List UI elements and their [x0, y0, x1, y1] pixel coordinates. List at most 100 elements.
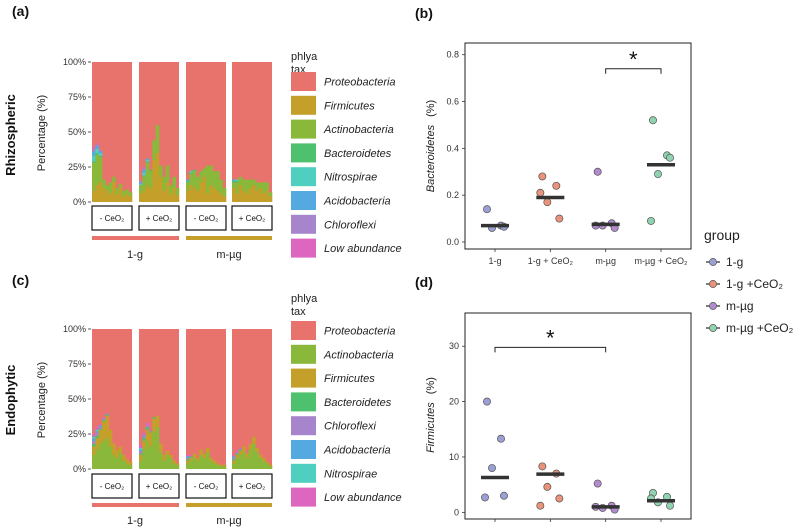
legend-swatch — [291, 214, 316, 234]
stack-segment-actinobacteria — [128, 192, 133, 197]
panel-label-a: (a) — [12, 3, 29, 19]
data-point — [538, 462, 547, 471]
stack-segment-actinobacteria — [112, 455, 116, 469]
stack-segment-firmicutes — [212, 188, 217, 202]
stack-segment-actinobacteria — [252, 443, 256, 469]
stack-segment-actinobacteria — [265, 182, 269, 191]
group-legend-dot — [709, 302, 717, 310]
stack-segment-actinobacteria — [159, 452, 163, 469]
stack-segment-firmicutes — [196, 457, 200, 461]
stack-segment-firmicutes — [172, 460, 176, 464]
stack-segment-low-abundance — [186, 455, 190, 457]
treatment-box — [91, 473, 133, 499]
stack-segment-actinobacteria — [128, 464, 133, 469]
stack-segment-firmicutes — [139, 193, 143, 202]
stack-segment-nitrospirae — [95, 429, 99, 432]
stack-segment-actinobacteria — [235, 182, 239, 194]
treatment-box — [185, 205, 227, 231]
stack-segment-firmicutes — [199, 182, 203, 202]
legend-title: phlya — [291, 293, 318, 305]
stack-segment-acidobacteria — [98, 151, 103, 153]
stack-segment-firmicutes — [115, 449, 119, 458]
stack-segment-firmicutes — [175, 463, 180, 465]
stack-segment-firmicutes — [152, 418, 156, 433]
stack-segment-actinobacteria — [92, 162, 96, 191]
stack-segment-actinobacteria — [98, 443, 103, 469]
stack-segment-actinobacteria — [145, 162, 150, 186]
stack-segment-bacteroidetes — [149, 169, 153, 172]
stack-segment-firmicutes — [128, 196, 133, 202]
stack-segment-actinobacteria — [102, 441, 106, 469]
stack-segment-actinobacteria — [245, 179, 249, 194]
stacked-chart-endophytic: Percentage (%) 0% 25% 50% 75% 100% - CeO₂ + … — [36, 324, 273, 527]
stack-segment-firmicutes — [189, 457, 193, 461]
treatment-label: + CeO₂ — [146, 214, 172, 223]
stack-segment-low-abundance — [139, 445, 143, 448]
y-tick-label: 75% — [68, 359, 86, 369]
stack-segment-actinobacteria — [95, 154, 99, 186]
group-bar-mug — [186, 503, 272, 507]
y-tick-label: 10 — [449, 452, 459, 462]
stack-c-yticks: 0% 25% 50% 75% 100% — [63, 324, 91, 474]
stack-segment-firmicutes — [139, 455, 143, 461]
legend-swatch — [291, 416, 316, 436]
stack-segment-bacteroidetes — [145, 427, 150, 430]
stack-segment-low-abundance — [149, 429, 153, 432]
legend-swatch — [291, 95, 316, 115]
row-label-rhizospheric: Rhizospheric — [3, 94, 18, 176]
stack-segment-firmicutes — [242, 190, 246, 202]
treatment-label: - CeO₂ — [100, 482, 124, 491]
treatment-box — [231, 205, 273, 231]
stack-segment-actinobacteria — [142, 449, 146, 469]
stack-segment-firmicutes — [108, 429, 113, 447]
stack-segment-actinobacteria — [238, 176, 243, 186]
stack-segment-actinobacteria — [105, 438, 109, 469]
stack-segment-firmicutes — [92, 446, 96, 455]
ylabel-unit: (%) — [425, 100, 437, 117]
data-point — [666, 501, 674, 510]
stack-segment-firmicutes — [209, 185, 213, 202]
stack-segment-chloroflexi — [95, 144, 99, 146]
legend-label: Chloroflexi — [324, 219, 377, 231]
group-bar-mug — [186, 236, 272, 240]
data-point — [497, 434, 505, 443]
stack-segment-actinobacteria — [265, 463, 269, 469]
stack-segment-actinobacteria — [216, 464, 220, 469]
stack-segment-firmicutes — [118, 446, 123, 453]
data-point — [538, 172, 547, 181]
stack-segment-bacteroidetes — [142, 438, 146, 441]
stack-segment-actinobacteria — [268, 192, 273, 197]
stack-segment-firmicutes — [122, 455, 126, 461]
stack-segment-firmicutes — [252, 436, 256, 444]
stack-segment-actinobacteria — [206, 165, 210, 194]
treatment-box — [185, 473, 227, 499]
stack-segment-actinobacteria — [258, 182, 263, 188]
stack-segment-nitrospirae — [92, 436, 96, 439]
stack-segment-actinobacteria — [199, 171, 203, 183]
stack-segment-firmicutes — [95, 438, 99, 450]
stack-segment-low-abundance — [98, 424, 103, 426]
stack-segment-low-abundance — [238, 448, 243, 450]
stack-segment-actinobacteria — [206, 452, 210, 469]
stack-segment-firmicutes — [165, 450, 170, 455]
group-bar-1g — [92, 236, 179, 240]
stack-segment-low-abundance — [95, 143, 99, 145]
y-tick-label: 0 — [454, 507, 459, 517]
plot-frame — [464, 42, 692, 250]
stack-segment-actinobacteria — [115, 188, 119, 195]
stack-segment-chloroflexi — [142, 436, 146, 439]
stack-segment-bacteroidetes — [235, 181, 239, 183]
stack-segment-firmicutes — [262, 193, 266, 202]
stack-segment-firmicutes — [112, 182, 116, 202]
stack-segment-actinobacteria — [262, 182, 266, 194]
significance-bracket — [494, 346, 607, 353]
stack-segment-firmicutes — [245, 193, 249, 202]
legend-title: tax — [291, 306, 306, 318]
y-tick-label: 0.0 — [446, 237, 459, 247]
stack-a-ylabel: Percentage (%) — [36, 95, 48, 171]
stack-segment-firmicutes — [152, 160, 156, 202]
stack-segment-firmicutes — [186, 190, 190, 202]
stack-segment-actinobacteria — [222, 466, 227, 469]
stack-segment-acidobacteria — [186, 456, 190, 458]
